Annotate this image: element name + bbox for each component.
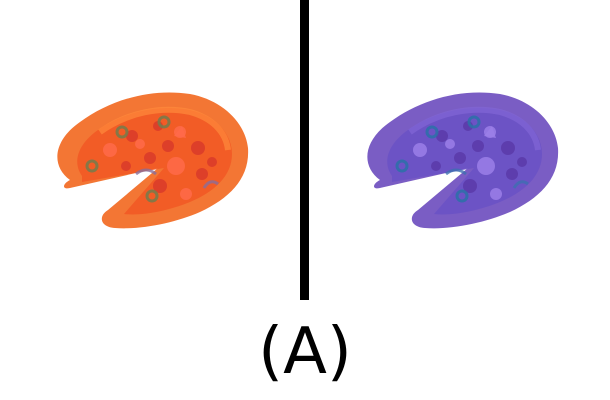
topping: [472, 140, 484, 152]
olive-ring: [455, 189, 469, 203]
topping: [162, 140, 174, 152]
olive-ring: [425, 125, 439, 139]
topping: [517, 157, 527, 167]
sauce-swirl: [202, 180, 219, 189]
topping: [477, 157, 495, 175]
topping: [167, 157, 185, 175]
topping: [144, 152, 156, 164]
olive-ring: [467, 115, 481, 129]
olive-ring: [157, 115, 171, 129]
topping: [436, 130, 448, 142]
olive-ring: [145, 189, 159, 203]
topping: [103, 143, 117, 157]
olive-ring: [395, 159, 409, 173]
topping: [501, 141, 515, 155]
topping: [506, 168, 518, 180]
pizza-panel-right: [350, 70, 570, 240]
purple-pizza-image: [367, 92, 559, 229]
topping: [121, 161, 131, 171]
topping: [135, 139, 145, 149]
figure-caption: (A): [258, 315, 352, 389]
topping: [431, 161, 441, 171]
crust-highlight: [98, 106, 231, 151]
sauce-swirl: [445, 168, 467, 176]
crust-highlight: [408, 106, 541, 151]
topping: [196, 168, 208, 180]
vertical-divider: [300, 0, 309, 300]
topping: [454, 152, 466, 164]
topping: [490, 188, 502, 200]
olive-ring: [115, 125, 129, 139]
pepper-piece: [174, 126, 186, 138]
topping: [207, 157, 217, 167]
sauce-swirl: [135, 168, 157, 176]
orange-pizza-image: [57, 92, 249, 229]
topping: [153, 179, 167, 193]
topping: [191, 141, 205, 155]
topping: [413, 143, 427, 157]
sauce-swirl: [512, 180, 529, 189]
olive-ring: [85, 159, 99, 173]
topping: [445, 139, 455, 149]
topping: [463, 179, 477, 193]
pepper-piece: [484, 126, 496, 138]
topping: [126, 130, 138, 142]
pizza-panel-left: [40, 70, 260, 240]
topping: [180, 188, 192, 200]
